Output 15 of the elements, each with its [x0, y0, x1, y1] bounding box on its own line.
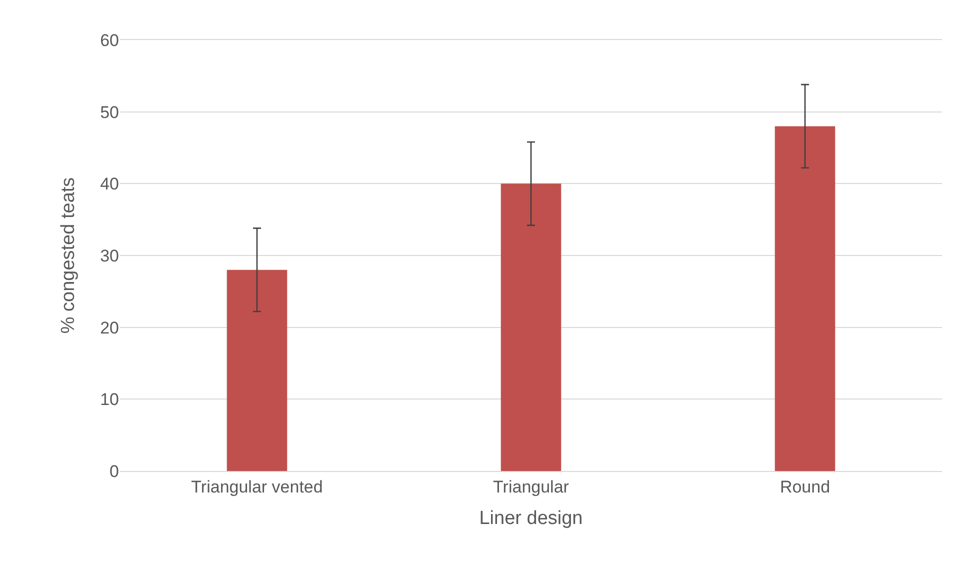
- x-tick-label: Triangular: [493, 477, 570, 496]
- x-tick-label: Round: [780, 477, 830, 496]
- x-tick-label: Triangular vented: [191, 477, 323, 496]
- y-tick-label: 10: [100, 390, 119, 410]
- y-tick-label: 50: [100, 102, 119, 122]
- y-tick-label: 0: [110, 462, 119, 481]
- bar: [774, 126, 836, 471]
- x-axis-title: Liner design: [479, 508, 583, 530]
- y-tick-label: 20: [100, 318, 119, 338]
- bar: [226, 270, 288, 471]
- bar: [500, 184, 562, 471]
- y-tick-label: 60: [100, 30, 119, 50]
- y-tick-label: 40: [100, 174, 119, 194]
- y-axis-title: % congested teats: [58, 177, 79, 334]
- y-tick-label: 30: [100, 246, 119, 266]
